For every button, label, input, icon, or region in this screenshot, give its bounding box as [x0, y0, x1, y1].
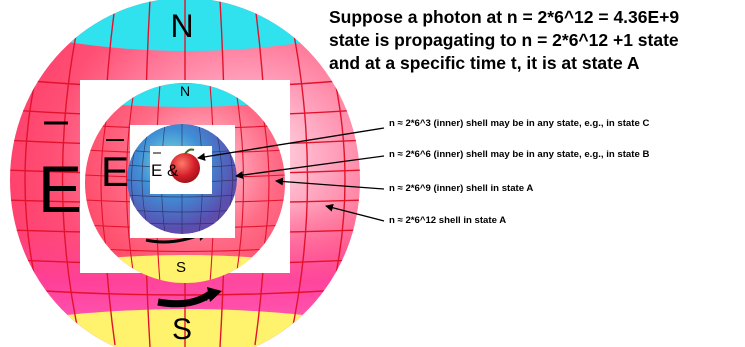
- outer-north-cap: [55, 0, 320, 51]
- annotation-state-b: n ≈ 2*6^6 (inner) shell may be in any st…: [389, 149, 650, 160]
- apple-marker: [170, 148, 200, 183]
- outer-field-label: E: [38, 152, 82, 226]
- pointer-state-c: [197, 127, 385, 161]
- pointer-outer-state-a: [325, 203, 385, 222]
- inner-field-label: E &: [151, 161, 179, 180]
- outer-south-label: S: [172, 313, 192, 346]
- annotation-state-c: n ≈ 2*6^3 (inner) shell may be in any st…: [389, 118, 650, 129]
- headline: Suppose a photon at n = 2*6^12 = 4.36E+9…: [329, 6, 745, 75]
- inner-field-symbol: E &: [151, 152, 179, 180]
- headline-line-2: state is propagating to n = 2*6^12 +1 st…: [329, 30, 679, 50]
- pointer-inner-state-a: [275, 177, 385, 190]
- outer-field-symbol: E: [38, 121, 82, 226]
- pointer-state-b: [235, 155, 385, 180]
- outer-rotation-arrow: [157, 291, 213, 308]
- outer-rotation-arrowhead: [207, 287, 222, 302]
- middle-field-symbol: E: [101, 139, 129, 195]
- middle-north-label: N: [180, 83, 190, 99]
- headline-line-1: Suppose a photon at n = 2*6^12 = 4.36E+9: [329, 7, 680, 27]
- middle-south-label: S: [176, 259, 186, 276]
- middle-field-label: E: [101, 148, 129, 195]
- pointer-lines: [197, 127, 385, 222]
- outer-north-label: N: [170, 8, 193, 44]
- annotation-inner-state-a: n ≈ 2*6^9 (inner) shell in state A: [389, 183, 534, 194]
- annotation-outer-state-a: n ≈ 2*6^12 shell in state A: [389, 215, 507, 226]
- headline-line-3: and at a specific time t, it is at state…: [329, 53, 640, 73]
